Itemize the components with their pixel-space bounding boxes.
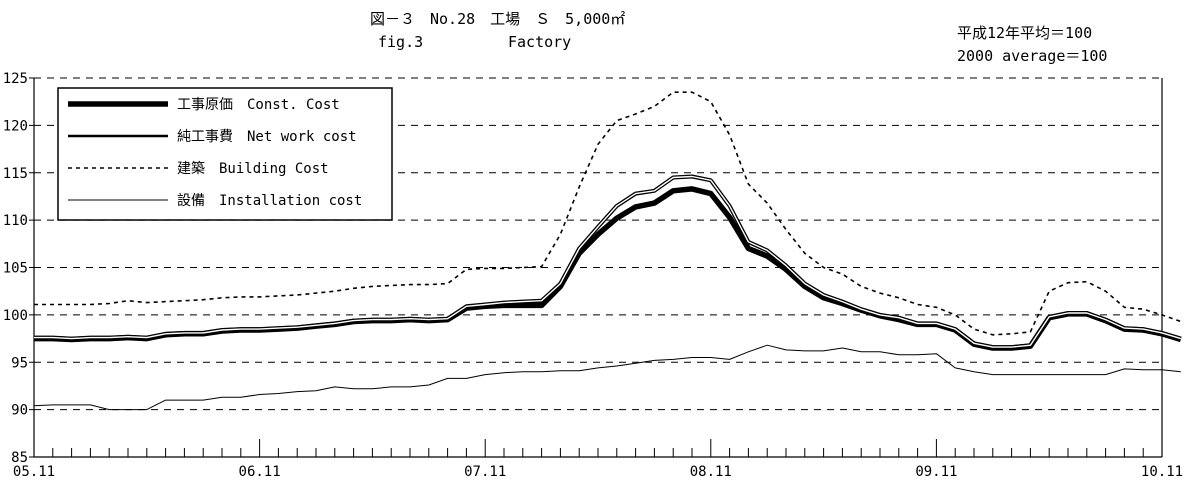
y-tick-label-125: 125 — [3, 71, 28, 87]
y-tick-label-105: 105 — [3, 261, 28, 277]
x-tick-label-10.11: 10.11 — [1141, 464, 1183, 480]
series-line-3 — [34, 345, 1181, 409]
x-tick-label-07.11: 07.11 — [464, 464, 506, 480]
x-tick-label-09.11: 09.11 — [915, 464, 957, 480]
x-tick-label-05.11: 05.11 — [13, 464, 55, 480]
legend-label-3: 設備 Installation cost — [177, 193, 362, 209]
y-tick-label-100: 100 — [3, 308, 28, 324]
y-tick-label-95: 95 — [11, 355, 28, 371]
y-tick-label-90: 90 — [11, 403, 28, 419]
y-tick-label-115: 115 — [3, 166, 28, 182]
y-tick-label-110: 110 — [3, 213, 28, 229]
x-tick-label-06.11: 06.11 — [239, 464, 281, 480]
legend-label-1: 純工事費 Net work cost — [177, 129, 357, 145]
legend-label-0: 工事原価 Const. Cost — [177, 97, 340, 113]
legend: 工事原価 Const. Cost 純工事費 Net work cost 建築 Bui… — [58, 88, 392, 220]
x-tick-label-08.11: 08.11 — [690, 464, 732, 480]
y-tick-label-120: 120 — [3, 118, 28, 134]
legend-label-2: 建築 Building Cost — [177, 161, 329, 177]
